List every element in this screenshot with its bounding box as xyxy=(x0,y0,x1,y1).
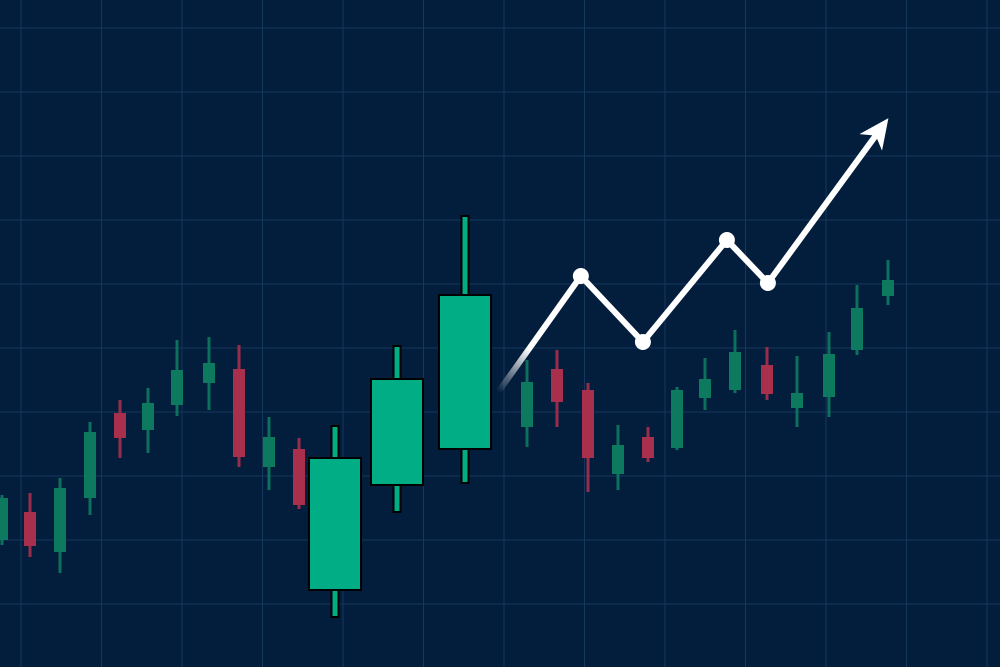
candle-body xyxy=(671,390,683,448)
trend-point xyxy=(718,232,735,248)
trend-point xyxy=(572,268,589,284)
candle-body xyxy=(308,457,362,591)
candle-body xyxy=(521,382,533,427)
bearish-candle xyxy=(582,383,594,492)
highlight-bullish-candle xyxy=(308,425,362,618)
candle-body xyxy=(233,369,245,457)
highlight-bullish-candle xyxy=(438,215,492,484)
candle-body xyxy=(0,498,8,540)
candle-body xyxy=(551,369,563,402)
candle-body xyxy=(729,352,741,390)
candle-body xyxy=(612,445,624,474)
highlight-bullish-candle xyxy=(370,345,424,513)
candle-body xyxy=(171,370,183,405)
candle-body xyxy=(851,308,863,350)
bearish-candle xyxy=(114,400,126,458)
bullish-candle xyxy=(84,422,96,515)
bullish-candle xyxy=(263,417,275,490)
candle-body xyxy=(642,437,654,458)
candle-body xyxy=(823,354,835,397)
candles xyxy=(0,215,894,618)
bearish-candle xyxy=(233,345,245,467)
bullish-candle xyxy=(882,260,894,305)
candle-body xyxy=(114,413,126,438)
bullish-candle xyxy=(699,358,711,410)
bullish-candle xyxy=(612,425,624,490)
candle-wick xyxy=(795,356,799,427)
candle-body xyxy=(582,390,594,458)
bullish-candle xyxy=(521,360,533,447)
candle-body xyxy=(54,488,66,552)
trend-point xyxy=(759,275,776,291)
bullish-candle xyxy=(142,388,154,453)
candle-body xyxy=(438,294,492,450)
bullish-candle xyxy=(171,340,183,416)
candle-body xyxy=(203,363,215,383)
trend-segment xyxy=(496,273,584,393)
candle-body xyxy=(142,403,154,430)
candle-body xyxy=(263,437,275,467)
candle-body xyxy=(24,512,36,546)
trend-line xyxy=(496,118,889,393)
candle-body xyxy=(882,280,894,296)
bearish-candle xyxy=(293,438,305,509)
candle-body xyxy=(699,379,711,398)
bullish-candle xyxy=(729,330,741,393)
bullish-candle xyxy=(54,478,66,573)
bearish-candle xyxy=(551,350,563,427)
bullish-candle xyxy=(791,356,803,427)
bullish-candle xyxy=(0,495,8,545)
bullish-candle xyxy=(851,285,863,355)
bullish-candle xyxy=(203,337,215,410)
bullish-candle xyxy=(823,332,835,417)
candle-body xyxy=(761,365,773,394)
bearish-candle xyxy=(761,347,773,400)
trend-point xyxy=(634,334,651,350)
candle-body xyxy=(791,393,803,408)
candle-body xyxy=(370,378,424,486)
candle-body xyxy=(84,432,96,498)
bearish-candle xyxy=(642,427,654,462)
bearish-candle xyxy=(24,493,36,557)
arrow-head-icon xyxy=(859,118,889,151)
candle-body xyxy=(293,449,305,505)
bullish-candle xyxy=(671,387,683,450)
